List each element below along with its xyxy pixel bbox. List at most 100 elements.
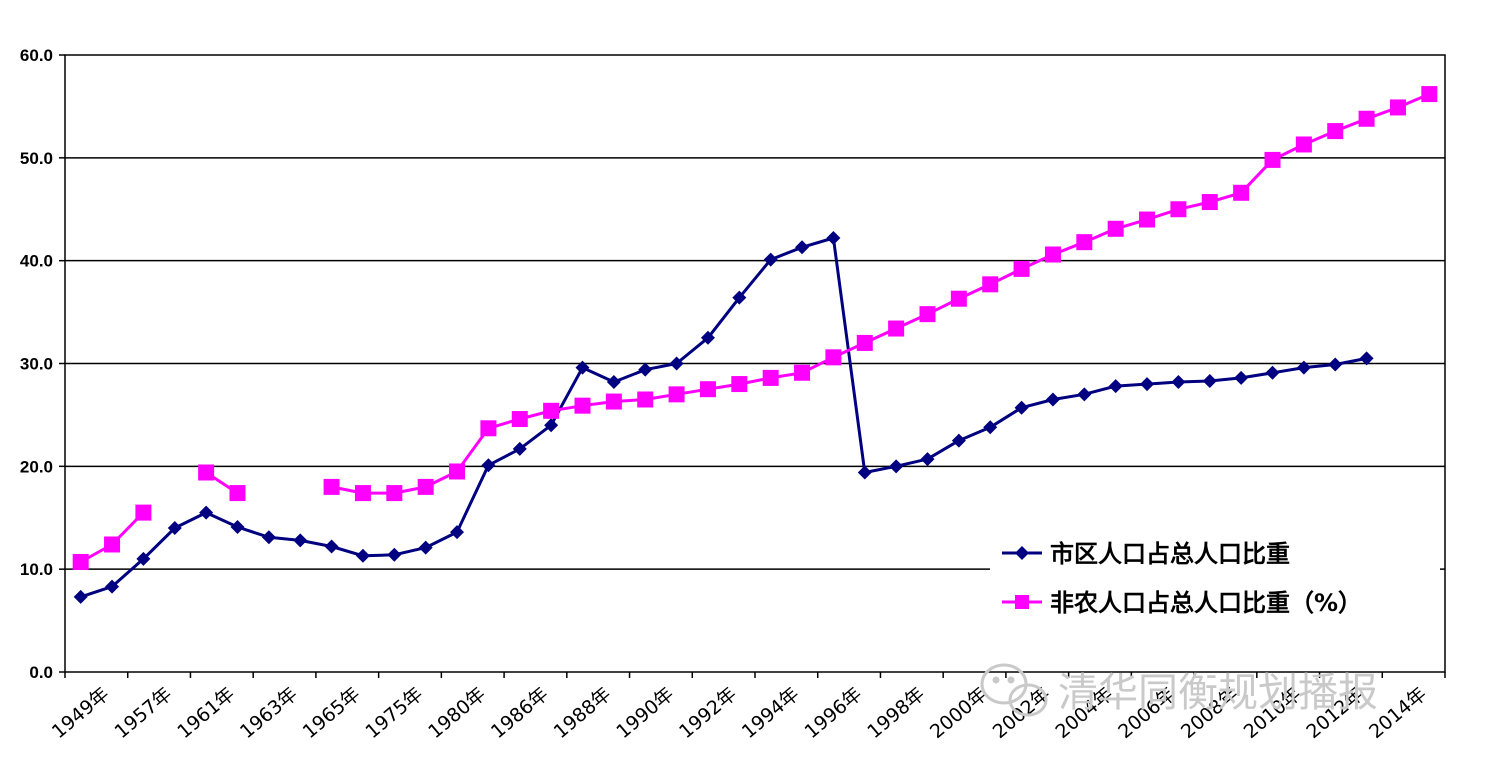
y-tick-label: 0.0 [29, 663, 53, 682]
wechat-icon [980, 663, 1048, 717]
data-point [512, 441, 527, 456]
legend-label-urban: 市区人口占总人口比重 [1050, 540, 1290, 568]
data-point [1328, 357, 1343, 372]
data-point [699, 381, 716, 398]
legend-marker-nonagri [1015, 595, 1029, 609]
data-point [418, 540, 433, 555]
data-point [825, 349, 842, 366]
data-point [1201, 194, 1218, 211]
data-point [450, 525, 465, 540]
data-point [856, 334, 873, 351]
data-point [826, 231, 841, 246]
data-point [417, 478, 434, 495]
x-tick-label: 1957年 [111, 683, 177, 743]
data-point [794, 364, 811, 381]
data-point [1107, 220, 1124, 237]
data-point [198, 464, 215, 481]
data-point [73, 589, 88, 604]
data-point [795, 240, 810, 255]
y-tick-label: 30.0 [20, 355, 53, 374]
data-point [1421, 86, 1438, 103]
data-point [982, 276, 999, 293]
data-point [1140, 377, 1155, 392]
data-point [669, 356, 684, 371]
data-point [481, 458, 496, 473]
legend-marker-urban [1015, 546, 1029, 560]
y-tick-label: 20.0 [20, 457, 53, 476]
x-tick-label: 1961年 [173, 683, 239, 743]
series-nonagri [72, 86, 1438, 570]
y-tick-label: 40.0 [20, 252, 53, 271]
data-point [261, 530, 276, 545]
series-urban [73, 231, 1374, 604]
data-point [950, 290, 967, 307]
data-point [638, 362, 653, 377]
data-point [199, 505, 214, 520]
y-tick-label: 10.0 [20, 560, 53, 579]
data-point [574, 397, 591, 414]
x-tick-label: 1998年 [863, 683, 929, 743]
x-tick-label: 1990年 [612, 683, 678, 743]
data-point [889, 459, 904, 474]
data-point [136, 551, 151, 566]
data-point [449, 463, 466, 480]
data-point [763, 252, 778, 267]
data-point [354, 485, 371, 502]
legend: 市区人口占总人口比重 非农人口占总人口比重（%） [990, 527, 1440, 635]
data-point [1170, 201, 1187, 218]
x-tick-label: 1975年 [361, 683, 427, 743]
data-point [637, 391, 654, 408]
data-point [387, 547, 402, 562]
data-point [1077, 387, 1092, 402]
data-point [762, 369, 779, 386]
data-point [167, 521, 182, 536]
data-point [731, 376, 748, 393]
data-point [605, 393, 622, 410]
data-point [732, 290, 747, 305]
x-tick-label: 1963年 [236, 683, 302, 743]
data-point [575, 360, 590, 375]
data-point [1234, 370, 1249, 385]
data-point [919, 306, 936, 323]
data-point [72, 553, 89, 570]
axes: 0.010.020.030.040.050.060.01949年1957年196… [20, 46, 1446, 743]
data-point [323, 478, 340, 495]
data-point [920, 452, 935, 467]
data-point [951, 433, 966, 448]
x-tick-label: 1992年 [675, 683, 741, 743]
data-point [229, 485, 246, 502]
data-point [355, 548, 370, 563]
data-point [857, 465, 872, 480]
watermark-text: 清华同衡规划播报 [1058, 670, 1378, 716]
data-point [104, 536, 121, 553]
data-point [1265, 365, 1280, 380]
data-point [888, 320, 905, 337]
data-point [1327, 123, 1344, 140]
data-point [230, 520, 245, 535]
data-point [293, 533, 308, 548]
data-point [1202, 373, 1217, 388]
data-point [606, 375, 621, 390]
x-tick-label: 1980年 [424, 683, 490, 743]
data-point [324, 539, 339, 554]
data-point [1139, 211, 1156, 228]
data-point [1233, 184, 1250, 201]
x-tick-label: 1986年 [487, 683, 553, 743]
data-point [511, 411, 528, 428]
gridlines [65, 157, 1445, 570]
data-point [668, 386, 685, 403]
data-point [1076, 234, 1093, 251]
data-point [1045, 392, 1060, 407]
data-point [1389, 99, 1406, 116]
data-point [1358, 110, 1375, 127]
data-point [1264, 151, 1281, 168]
y-tick-label: 60.0 [20, 46, 53, 65]
data-point [1014, 400, 1029, 415]
data-point [1171, 375, 1186, 390]
data-point [480, 420, 497, 437]
series-line [79, 92, 1430, 564]
series [72, 86, 1438, 604]
data-point [983, 420, 998, 435]
data-point [1044, 246, 1061, 263]
